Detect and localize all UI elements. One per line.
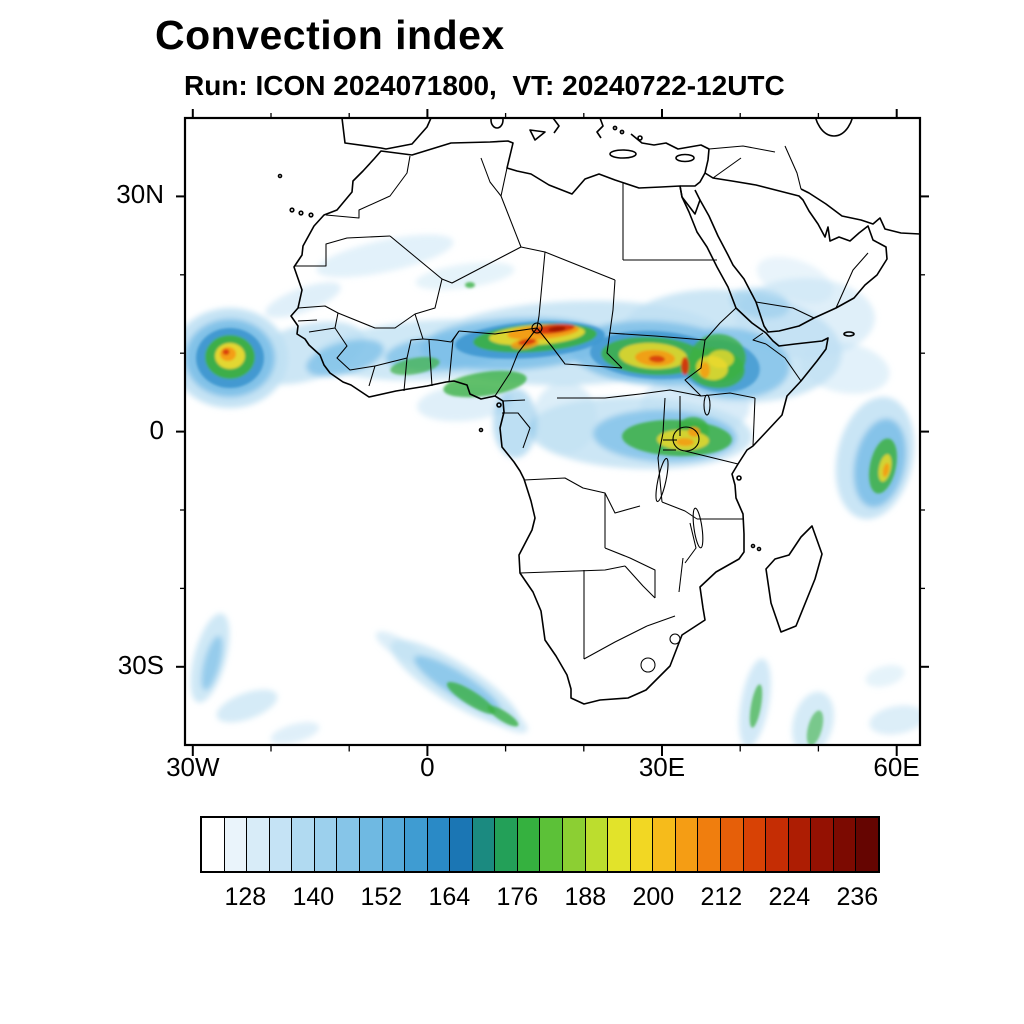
colorbar-cell bbox=[358, 818, 382, 871]
colorbar-cell bbox=[246, 818, 269, 871]
x-axis-label: 0 bbox=[420, 752, 435, 782]
colorbar-cell bbox=[291, 818, 314, 871]
greece-coastline bbox=[596, 118, 604, 139]
colorbar-tick-label: 152 bbox=[360, 883, 403, 911]
x-axis-label: 30E bbox=[638, 752, 686, 782]
colorbar-cell bbox=[268, 818, 292, 871]
colorbar-tick-label: 236 bbox=[836, 883, 879, 911]
sicily-coastline bbox=[529, 129, 546, 141]
colorbar-tick-label: 200 bbox=[632, 883, 675, 911]
africa-convection-map bbox=[176, 109, 929, 756]
colorbar-cell bbox=[426, 818, 450, 871]
page-title: Convection index bbox=[155, 12, 505, 58]
rhodes-island bbox=[637, 135, 643, 141]
x-axis-label: 30W bbox=[166, 752, 220, 782]
aegean-island bbox=[619, 129, 625, 135]
colorbar-cell bbox=[516, 818, 540, 871]
eswatini-border bbox=[669, 633, 681, 645]
colorbar-cell bbox=[607, 818, 630, 871]
colorbar bbox=[200, 816, 880, 873]
sardinia-outline bbox=[490, 118, 504, 129]
lake-tanganyika bbox=[655, 457, 669, 503]
colorbar-cell bbox=[719, 818, 743, 871]
y-axis-label: 0 bbox=[149, 414, 164, 445]
sao-tome-island bbox=[478, 427, 484, 433]
run-valid-time-subtitle: Run: ICON 2024071800, VT: 20240722-12UTC bbox=[184, 70, 785, 101]
lake-malawi bbox=[692, 507, 704, 549]
comoros-island bbox=[756, 546, 762, 552]
colorbar-cell bbox=[742, 818, 766, 871]
colorbar-cell bbox=[202, 818, 224, 871]
colorbar-cell bbox=[832, 818, 856, 871]
colorbar-tick-label: 128 bbox=[224, 883, 267, 911]
colorbar-tick-label: 164 bbox=[428, 883, 471, 911]
aegean-island bbox=[612, 125, 618, 131]
arabia-coastline bbox=[699, 172, 888, 333]
colorbar-cell bbox=[787, 818, 811, 871]
country-borders bbox=[294, 145, 869, 673]
lesotho-border bbox=[640, 657, 656, 673]
coastlines bbox=[277, 118, 920, 705]
colorbar-cell bbox=[697, 818, 720, 871]
colorbar-tick-label: 224 bbox=[768, 883, 811, 911]
convection-shading-cores bbox=[196, 282, 897, 745]
bioko-island bbox=[496, 402, 502, 408]
y-axis-label: 30S bbox=[117, 649, 164, 680]
comoros-island bbox=[750, 543, 756, 549]
iran-coastline bbox=[800, 188, 920, 235]
cyprus-outline bbox=[675, 153, 695, 163]
lake-chad bbox=[531, 322, 543, 334]
colorbar-tick-label: 188 bbox=[564, 883, 607, 911]
colorbar-tick-label: 140 bbox=[292, 883, 335, 911]
colorbar-cell bbox=[652, 818, 675, 871]
crete-outline bbox=[609, 149, 637, 159]
socotra-outline bbox=[843, 331, 855, 337]
convection-shading-wash bbox=[185, 234, 920, 745]
canary-island bbox=[289, 207, 295, 213]
canary-island bbox=[298, 210, 304, 216]
sinai-coastline bbox=[679, 185, 701, 215]
colorbar-cell bbox=[584, 818, 608, 871]
colorbar-cell bbox=[313, 818, 337, 871]
y-axis-label: 30N bbox=[116, 179, 164, 210]
colorbar-cell bbox=[562, 818, 585, 871]
colorbar-cell bbox=[449, 818, 472, 871]
colorbar-cell bbox=[381, 818, 405, 871]
calabria-coastline bbox=[552, 118, 560, 134]
colorbar-cell bbox=[223, 818, 247, 871]
colorbar-tick-label: 176 bbox=[496, 883, 539, 911]
colorbar-tick-label: 212 bbox=[700, 883, 743, 911]
colorbar-cell bbox=[404, 818, 427, 871]
map-content bbox=[185, 118, 920, 745]
colorbar-cell bbox=[336, 818, 359, 871]
canary-island bbox=[308, 212, 314, 218]
colorbar-cell bbox=[810, 818, 833, 871]
colorbar-cell bbox=[539, 818, 562, 871]
colorbar-cell bbox=[674, 818, 698, 871]
x-axis-label: 60E bbox=[873, 752, 920, 782]
colorbar-cell bbox=[855, 818, 878, 871]
africa-coastline bbox=[290, 140, 829, 705]
iberia-coastline bbox=[341, 118, 432, 150]
zanzibar-island bbox=[736, 475, 742, 481]
colorbar-cell bbox=[629, 818, 653, 871]
colorbar-cell bbox=[765, 818, 788, 871]
madeira-island bbox=[277, 173, 283, 179]
axis-ticks bbox=[176, 109, 929, 756]
caspian-sea-outline bbox=[814, 118, 854, 137]
madagascar-coastline bbox=[765, 525, 823, 633]
colorbar-cell bbox=[494, 818, 517, 871]
levant-anatolia-coastline bbox=[630, 133, 710, 187]
colorbar-cell bbox=[471, 818, 495, 871]
